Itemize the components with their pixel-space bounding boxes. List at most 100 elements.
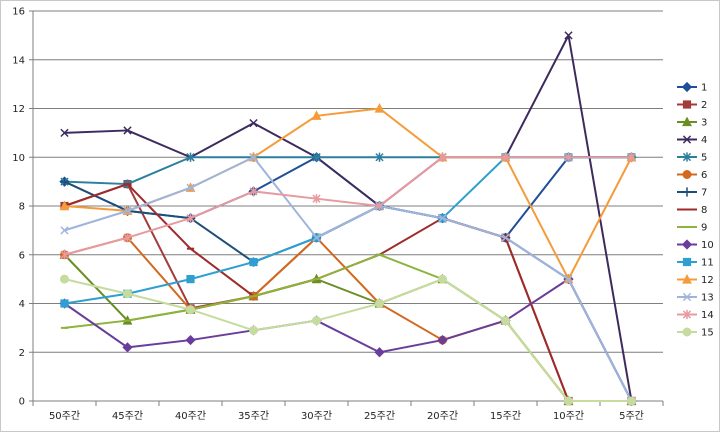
x-tick-label: 20주간 <box>427 410 458 422</box>
legend-item-2: 2 <box>677 100 707 111</box>
legend-label: 7 <box>701 188 707 199</box>
series-line-14 <box>64 156 632 256</box>
legend-item-3: 3 <box>677 116 707 129</box>
legend-label: 8 <box>701 205 707 216</box>
data-point <box>375 201 384 211</box>
data-point <box>438 152 447 162</box>
data-point <box>249 186 258 196</box>
data-point <box>186 152 195 162</box>
y-tick-label: 6 <box>19 250 25 261</box>
legend-marker <box>681 81 693 93</box>
legend-label: 11 <box>701 258 714 269</box>
series-line-3 <box>63 254 632 402</box>
data-point <box>249 153 258 162</box>
legend-item-13: 13 <box>677 293 714 304</box>
legend-item-5: 5 <box>677 152 707 164</box>
data-point <box>501 316 510 326</box>
data-point <box>375 152 384 162</box>
legend-item-11: 11 <box>677 258 714 269</box>
data-point <box>60 274 69 284</box>
data-point <box>438 274 447 284</box>
legend-marker <box>682 187 692 197</box>
data-point <box>60 299 69 308</box>
data-point <box>249 257 258 267</box>
data-point <box>437 334 448 346</box>
data-point <box>186 275 195 284</box>
legend-item-8: 8 <box>677 205 707 216</box>
legend-marker <box>682 135 692 144</box>
series-6 <box>60 233 636 406</box>
y-axis: 0 2 4 6 8 10 12 14 16 <box>12 7 33 408</box>
x-tick-label: 35주간 <box>238 410 269 422</box>
series-10 <box>59 274 637 407</box>
data-point <box>375 299 384 308</box>
legend-marker <box>682 116 692 127</box>
data-point <box>60 226 69 235</box>
data-point <box>249 325 258 335</box>
data-point <box>564 152 573 162</box>
x-tick-label: 40주간 <box>175 410 206 422</box>
data-point <box>627 396 636 406</box>
y-tick-label: 0 <box>19 397 25 408</box>
series-line-6 <box>64 236 632 402</box>
data-point <box>186 183 195 192</box>
legend-label: 5 <box>701 153 707 164</box>
data-point <box>123 233 132 243</box>
y-tick-label: 8 <box>19 202 25 213</box>
x-axis: 50주간 45주간 40주간 35주간 30주간 25주간 20주간 15주간 10주간 5주간 <box>32 401 664 422</box>
legend-label: 9 <box>701 223 707 234</box>
x-tick-label: 15주간 <box>490 410 521 422</box>
legend-label: 13 <box>701 293 714 304</box>
legend-marker <box>682 152 692 162</box>
legend-marker <box>682 100 692 109</box>
data-point <box>312 316 321 326</box>
series-line-15 <box>64 278 632 402</box>
x-tick-label: 10주간 <box>553 410 584 422</box>
legend-marker <box>682 327 692 337</box>
legend-marker <box>682 309 692 320</box>
legend-item-4: 4 <box>677 135 707 146</box>
legend-label: 2 <box>701 100 707 111</box>
legend-label: 10 <box>701 240 714 251</box>
data-point <box>123 206 132 216</box>
data-point <box>312 233 321 242</box>
legend-label: 3 <box>701 118 707 129</box>
legend-label: 12 <box>701 275 714 286</box>
legend-marker <box>681 239 693 250</box>
legend-item-10: 10 <box>677 239 714 251</box>
legend-item-12: 12 <box>677 274 714 286</box>
data-point <box>312 152 321 162</box>
data-point <box>59 177 70 187</box>
series-line-13 <box>64 156 633 402</box>
y-tick-label: 16 <box>12 7 25 18</box>
legend-item-1: 1 <box>677 81 707 94</box>
data-point <box>60 250 69 260</box>
data-point <box>564 31 573 40</box>
legend-label: 1 <box>701 83 707 94</box>
legend-marker <box>682 292 692 302</box>
data-point <box>312 194 321 204</box>
y-tick-label: 12 <box>12 104 25 115</box>
legend-label: 6 <box>701 170 707 181</box>
legend-label: 4 <box>701 135 707 146</box>
data-point <box>501 152 510 162</box>
legend-item-7: 7 <box>677 187 707 199</box>
legend-item-9: 9 <box>677 223 707 234</box>
series-14 <box>60 152 636 260</box>
data-point <box>564 274 573 284</box>
legend-marker <box>682 274 692 284</box>
series-line-5 <box>64 156 632 186</box>
data-point <box>185 334 196 346</box>
y-tick-label: 10 <box>12 153 25 164</box>
x-tick-label: 30주간 <box>301 410 332 422</box>
series-15 <box>60 274 636 406</box>
data-point <box>186 213 195 223</box>
data-point <box>123 289 132 299</box>
data-point <box>501 233 510 242</box>
series-line-12 <box>64 107 633 281</box>
y-tick-label: 2 <box>19 348 25 359</box>
series-12 <box>59 103 637 284</box>
legend-marker <box>682 170 692 179</box>
